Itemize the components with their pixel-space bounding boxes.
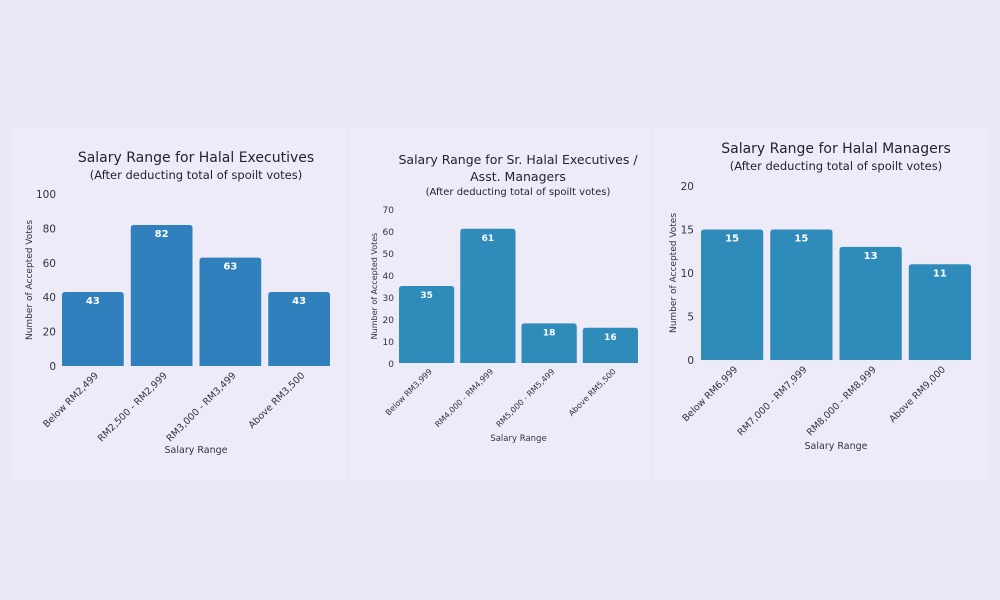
chart1-y-tick-label: 20 xyxy=(43,327,56,339)
chart3-bar xyxy=(701,229,764,360)
chart3-bar-value-label: 15 xyxy=(794,234,808,245)
chart1-subtitle: (After deducting total of spoilt votes) xyxy=(90,168,302,182)
chart1-y-tick-label: 0 xyxy=(49,361,56,373)
chart2-subtitle: (After deducting total of spoilt votes) xyxy=(426,187,611,198)
chart2-y-tick-label: 40 xyxy=(383,272,395,282)
chart2-bar-value-label: 16 xyxy=(604,333,617,343)
chart2-y-axis-label: Number of Accepted Votes xyxy=(370,233,379,340)
chart3-bar xyxy=(908,264,971,360)
chart2-x-tick-label: RM5,000 - RM5,499 xyxy=(495,367,557,429)
chart3-x-axis-label: Salary Range xyxy=(805,441,868,452)
chart1-bar-value-label: 82 xyxy=(155,229,169,240)
chart1-y-tick-label: 40 xyxy=(43,292,56,304)
chart3-y-tick-label: 15 xyxy=(681,225,694,237)
chart3-x-tick-label: Below RM6,999 xyxy=(680,364,740,424)
chart2-y-tick-label: 0 xyxy=(388,360,394,370)
chart2-bar xyxy=(399,286,455,363)
chart1-title: Salary Range for Halal Executives xyxy=(78,150,314,166)
chart2-bar-value-label: 61 xyxy=(482,234,495,244)
chart1-bar-value-label: 63 xyxy=(223,262,237,273)
chart1-bar-value-label: 43 xyxy=(292,296,306,307)
chart2-bar xyxy=(460,228,516,363)
chart3-x-tick-label: Above RM9,000 xyxy=(887,364,948,425)
chart2-bar-value-label: 35 xyxy=(420,291,433,301)
chart2-bar xyxy=(521,323,577,363)
chart2-y-tick-label: 50 xyxy=(383,250,395,260)
chart3-bar xyxy=(839,246,902,360)
chart1-x-tick-label: RM3,000 - RM3,499 xyxy=(165,370,239,444)
chart2-y-tick-label: 30 xyxy=(383,294,395,304)
chart2-title: Salary Range for Sr. Halal Executives / xyxy=(398,152,638,167)
chart1-bar-value-label: 43 xyxy=(86,296,100,307)
chart3-x-tick-label: RM8,000 - RM8,999 xyxy=(805,364,879,438)
chart3-subtitle: (After deducting total of spoilt votes) xyxy=(730,159,942,173)
chart1-bar xyxy=(130,224,193,366)
chart3-bar-value-label: 13 xyxy=(864,251,878,262)
chart2-y-tick-label: 10 xyxy=(383,338,395,348)
chart2-y-tick-label: 70 xyxy=(383,206,395,216)
chart1-bar xyxy=(62,292,124,366)
chart3-x-tick-label: RM7,000 - RM7,999 xyxy=(736,364,810,438)
chart3-bar xyxy=(770,229,833,360)
chart1-x-tick-label: Above RM3,500 xyxy=(247,370,308,431)
chart2-x-tick-label: RM4,000 - RM4,999 xyxy=(433,367,495,429)
chart3-bar-value-label: 11 xyxy=(933,268,947,279)
chart2-bar-value-label: 18 xyxy=(543,328,556,338)
chart1-bar xyxy=(199,257,262,366)
chart1-y-axis-label: Number of Accepted Votes xyxy=(25,220,35,340)
chart3-y-tick-label: 5 xyxy=(687,312,694,324)
chart2-bar xyxy=(582,327,638,363)
chart1-x-tick-label: Below RM2,499 xyxy=(41,370,101,430)
chart3-y-tick-label: 0 xyxy=(687,355,694,367)
chart1-y-tick-label: 80 xyxy=(43,223,56,235)
chart1-x-axis-label: Salary Range xyxy=(165,445,228,456)
chart1-x-tick-label: RM2,500 - RM2,999 xyxy=(96,370,170,444)
chart3-y-tick-label: 20 xyxy=(681,181,694,193)
chart3-title: Salary Range for Halal Managers xyxy=(721,141,951,157)
chart2-y-tick-label: 60 xyxy=(383,228,395,238)
chart2-y-tick-label: 20 xyxy=(383,316,395,326)
chart2-title: Asst. Managers xyxy=(470,169,566,184)
chart3-y-tick-label: 10 xyxy=(681,268,694,280)
chart1-bar xyxy=(268,292,330,366)
chart2-x-tick-label: Below RM3,999 xyxy=(384,367,434,417)
chart2-x-axis-label: Salary Range xyxy=(490,434,546,444)
chart3-bar-value-label: 15 xyxy=(725,234,739,245)
chart3-y-axis-label: Number of Accepted Votes xyxy=(669,213,679,333)
chart1-y-tick-label: 100 xyxy=(36,189,56,201)
chart2-x-tick-label: Above RM5,500 xyxy=(567,367,618,418)
chart1-y-tick-label: 60 xyxy=(43,258,56,270)
